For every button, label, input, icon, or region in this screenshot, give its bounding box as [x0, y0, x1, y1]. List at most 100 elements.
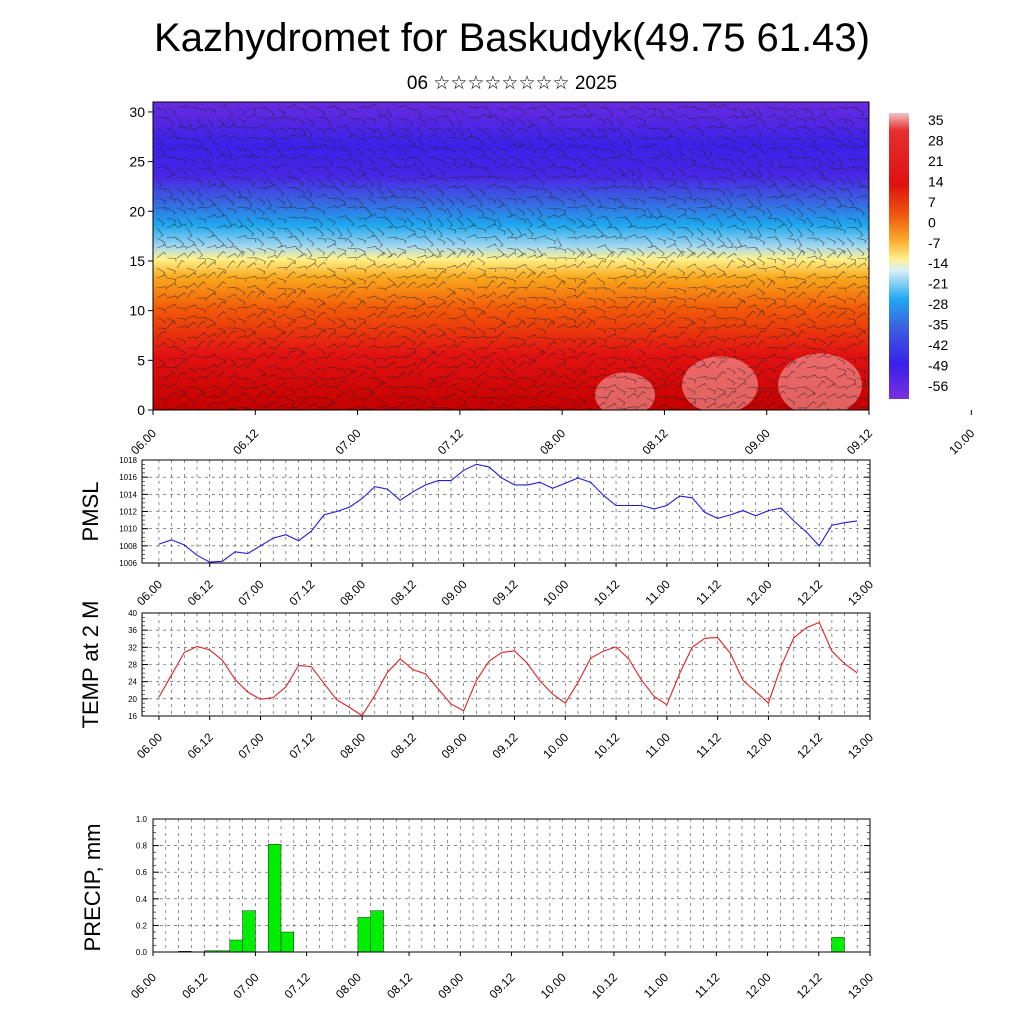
- x-tick-label: 13.00: [845, 970, 876, 1001]
- x-tick-label: 09.12: [844, 426, 875, 457]
- x-tick-label: 10.12: [589, 970, 620, 1001]
- x-tick-label: 08.12: [388, 730, 419, 761]
- precip-bar: [280, 931, 295, 953]
- x-tick-label: 11.00: [642, 730, 673, 761]
- x-tick-label: 10.00: [540, 730, 571, 761]
- x-tick-label: 07.00: [333, 426, 364, 457]
- y-tick-label: 16: [128, 712, 137, 721]
- colorbar-label: -28: [928, 296, 948, 312]
- y-axis-label: PMSL: [78, 482, 103, 542]
- temperature-colorbar: 35 28 21 14 7 0 -7 -14 -21 -28 -35 -42 -49 -56: [889, 112, 948, 399]
- colorbar-label: 14: [928, 173, 944, 189]
- series-line: [158, 463, 858, 563]
- warm-core: [778, 353, 862, 410]
- plot-frame: [141, 612, 871, 717]
- y-tick-label: 15: [129, 253, 145, 269]
- y-tick-label: 1012: [119, 508, 137, 517]
- precip-bar: [831, 937, 845, 953]
- x-tick-label: 08.00: [337, 730, 368, 761]
- x-tick-label: 12.00: [743, 730, 774, 761]
- x-tick-label: 08.00: [333, 970, 364, 1001]
- y-tick-label: 0: [137, 402, 145, 418]
- pmsl-chart: 1006 1008 1010 1012 1014 1016 1018 06.00 06.12 07…: [78, 456, 876, 608]
- x-tick-label: 07.00: [235, 730, 266, 761]
- colorbar-label: 7: [928, 194, 936, 210]
- x-tick-label: 10.12: [591, 577, 622, 608]
- y-axis-label: TEMP at 2 M: [78, 601, 103, 729]
- colorbar-label: -21: [928, 276, 948, 292]
- temperature-chart: 16 20 24 28 32 36 40 06.00 06.12 07.00 07.12 08.00 0…: [78, 601, 876, 762]
- x-tick-label: 09.00: [439, 730, 470, 761]
- x-tick-label: 11.12: [693, 730, 724, 761]
- x-tick-label: 06.00: [128, 970, 159, 1001]
- x-tick-label: 07.12: [286, 577, 317, 608]
- y-axis-label: PRECIP, mm: [80, 824, 105, 952]
- x-tick-label: 07.00: [230, 970, 261, 1001]
- x-tick-label: 10.00: [538, 970, 569, 1001]
- x-tick-label: 12.12: [794, 970, 825, 1001]
- x-tick-label: 08.00: [537, 426, 568, 457]
- x-tick-label: 08.12: [639, 426, 670, 457]
- colorbar-label: 28: [928, 132, 944, 148]
- warm-core: [682, 356, 758, 410]
- colorbar-label: -35: [928, 317, 948, 333]
- y-tick-label: 0.8: [136, 842, 148, 851]
- x-tick-label: 12.00: [743, 970, 774, 1001]
- colorbar-label: -49: [928, 358, 948, 374]
- x-tick-label: 09.00: [439, 577, 470, 608]
- colorbar-label: 0: [928, 214, 936, 230]
- y-tick-label: 30: [129, 104, 145, 120]
- x-tick-label: 09.12: [489, 730, 520, 761]
- y-tick-label: 1008: [119, 542, 137, 551]
- precip-bar: [357, 917, 371, 953]
- x-tick-label: 12.12: [794, 577, 825, 608]
- y-tick-label: 0.6: [136, 868, 148, 877]
- x-tick-label: 09.12: [489, 577, 520, 608]
- precip-bar: [229, 939, 243, 953]
- y-tick-label: 32: [128, 643, 137, 652]
- colorbar-label: -56: [928, 378, 948, 394]
- x-tick-label: 06.12: [185, 730, 216, 761]
- colorbar-label: 35: [928, 112, 944, 128]
- series-line: [158, 621, 858, 717]
- x-tick-label: 10.00: [540, 577, 571, 608]
- x-tick-label: 11.00: [642, 577, 673, 608]
- y-tick-label: 0.2: [136, 921, 148, 930]
- y-tick-label: 1006: [119, 559, 137, 568]
- x-tick-label: 13.00: [845, 730, 876, 761]
- x-tick-label: 06.00: [134, 730, 165, 761]
- x-tick-label: 10.00: [946, 426, 977, 457]
- y-tick-label: 1.0: [136, 815, 148, 824]
- warm-core: [595, 372, 655, 410]
- x-tick-label: 11.12: [693, 577, 724, 608]
- x-tick-label: 07.00: [235, 577, 266, 608]
- x-tick-label: 13.00: [845, 577, 876, 608]
- x-tick-label: 09.00: [435, 970, 466, 1001]
- colorbar-gradient: [889, 113, 909, 399]
- y-tick-label: 28: [128, 661, 137, 670]
- x-tick-label: 07.12: [286, 730, 317, 761]
- x-tick-label: 08.12: [388, 577, 419, 608]
- x-tick-label: 06.00: [128, 426, 159, 457]
- y-tick-label: 1014: [119, 490, 137, 499]
- precip-bar: [268, 844, 282, 953]
- x-tick-label: 07.12: [435, 426, 466, 457]
- heatmap-frame: [152, 101, 870, 411]
- y-tick-label: 0.0: [136, 948, 148, 957]
- x-tick-label: 11.12: [692, 970, 723, 1001]
- x-tick-label: 06.00: [134, 577, 165, 608]
- upper-air-heatmap: 0 5 10 15 20 25 30 06.00 06.12 07.00 07.12 08.00 08.…: [128, 101, 978, 457]
- x-tick-label: 08.00: [337, 577, 368, 608]
- x-tick-label: 09.00: [742, 426, 773, 457]
- y-tick-label: 20: [129, 203, 145, 219]
- precip-bar: [242, 910, 256, 953]
- colorbar-label: -42: [928, 337, 948, 353]
- plot-frame: [141, 459, 871, 564]
- precip-bar: [370, 910, 384, 953]
- y-tick-label: 0.4: [136, 895, 148, 904]
- y-tick-label: 5: [137, 352, 145, 368]
- x-tick-label: 06.12: [179, 970, 210, 1001]
- x-tick-label: 08.12: [384, 970, 415, 1001]
